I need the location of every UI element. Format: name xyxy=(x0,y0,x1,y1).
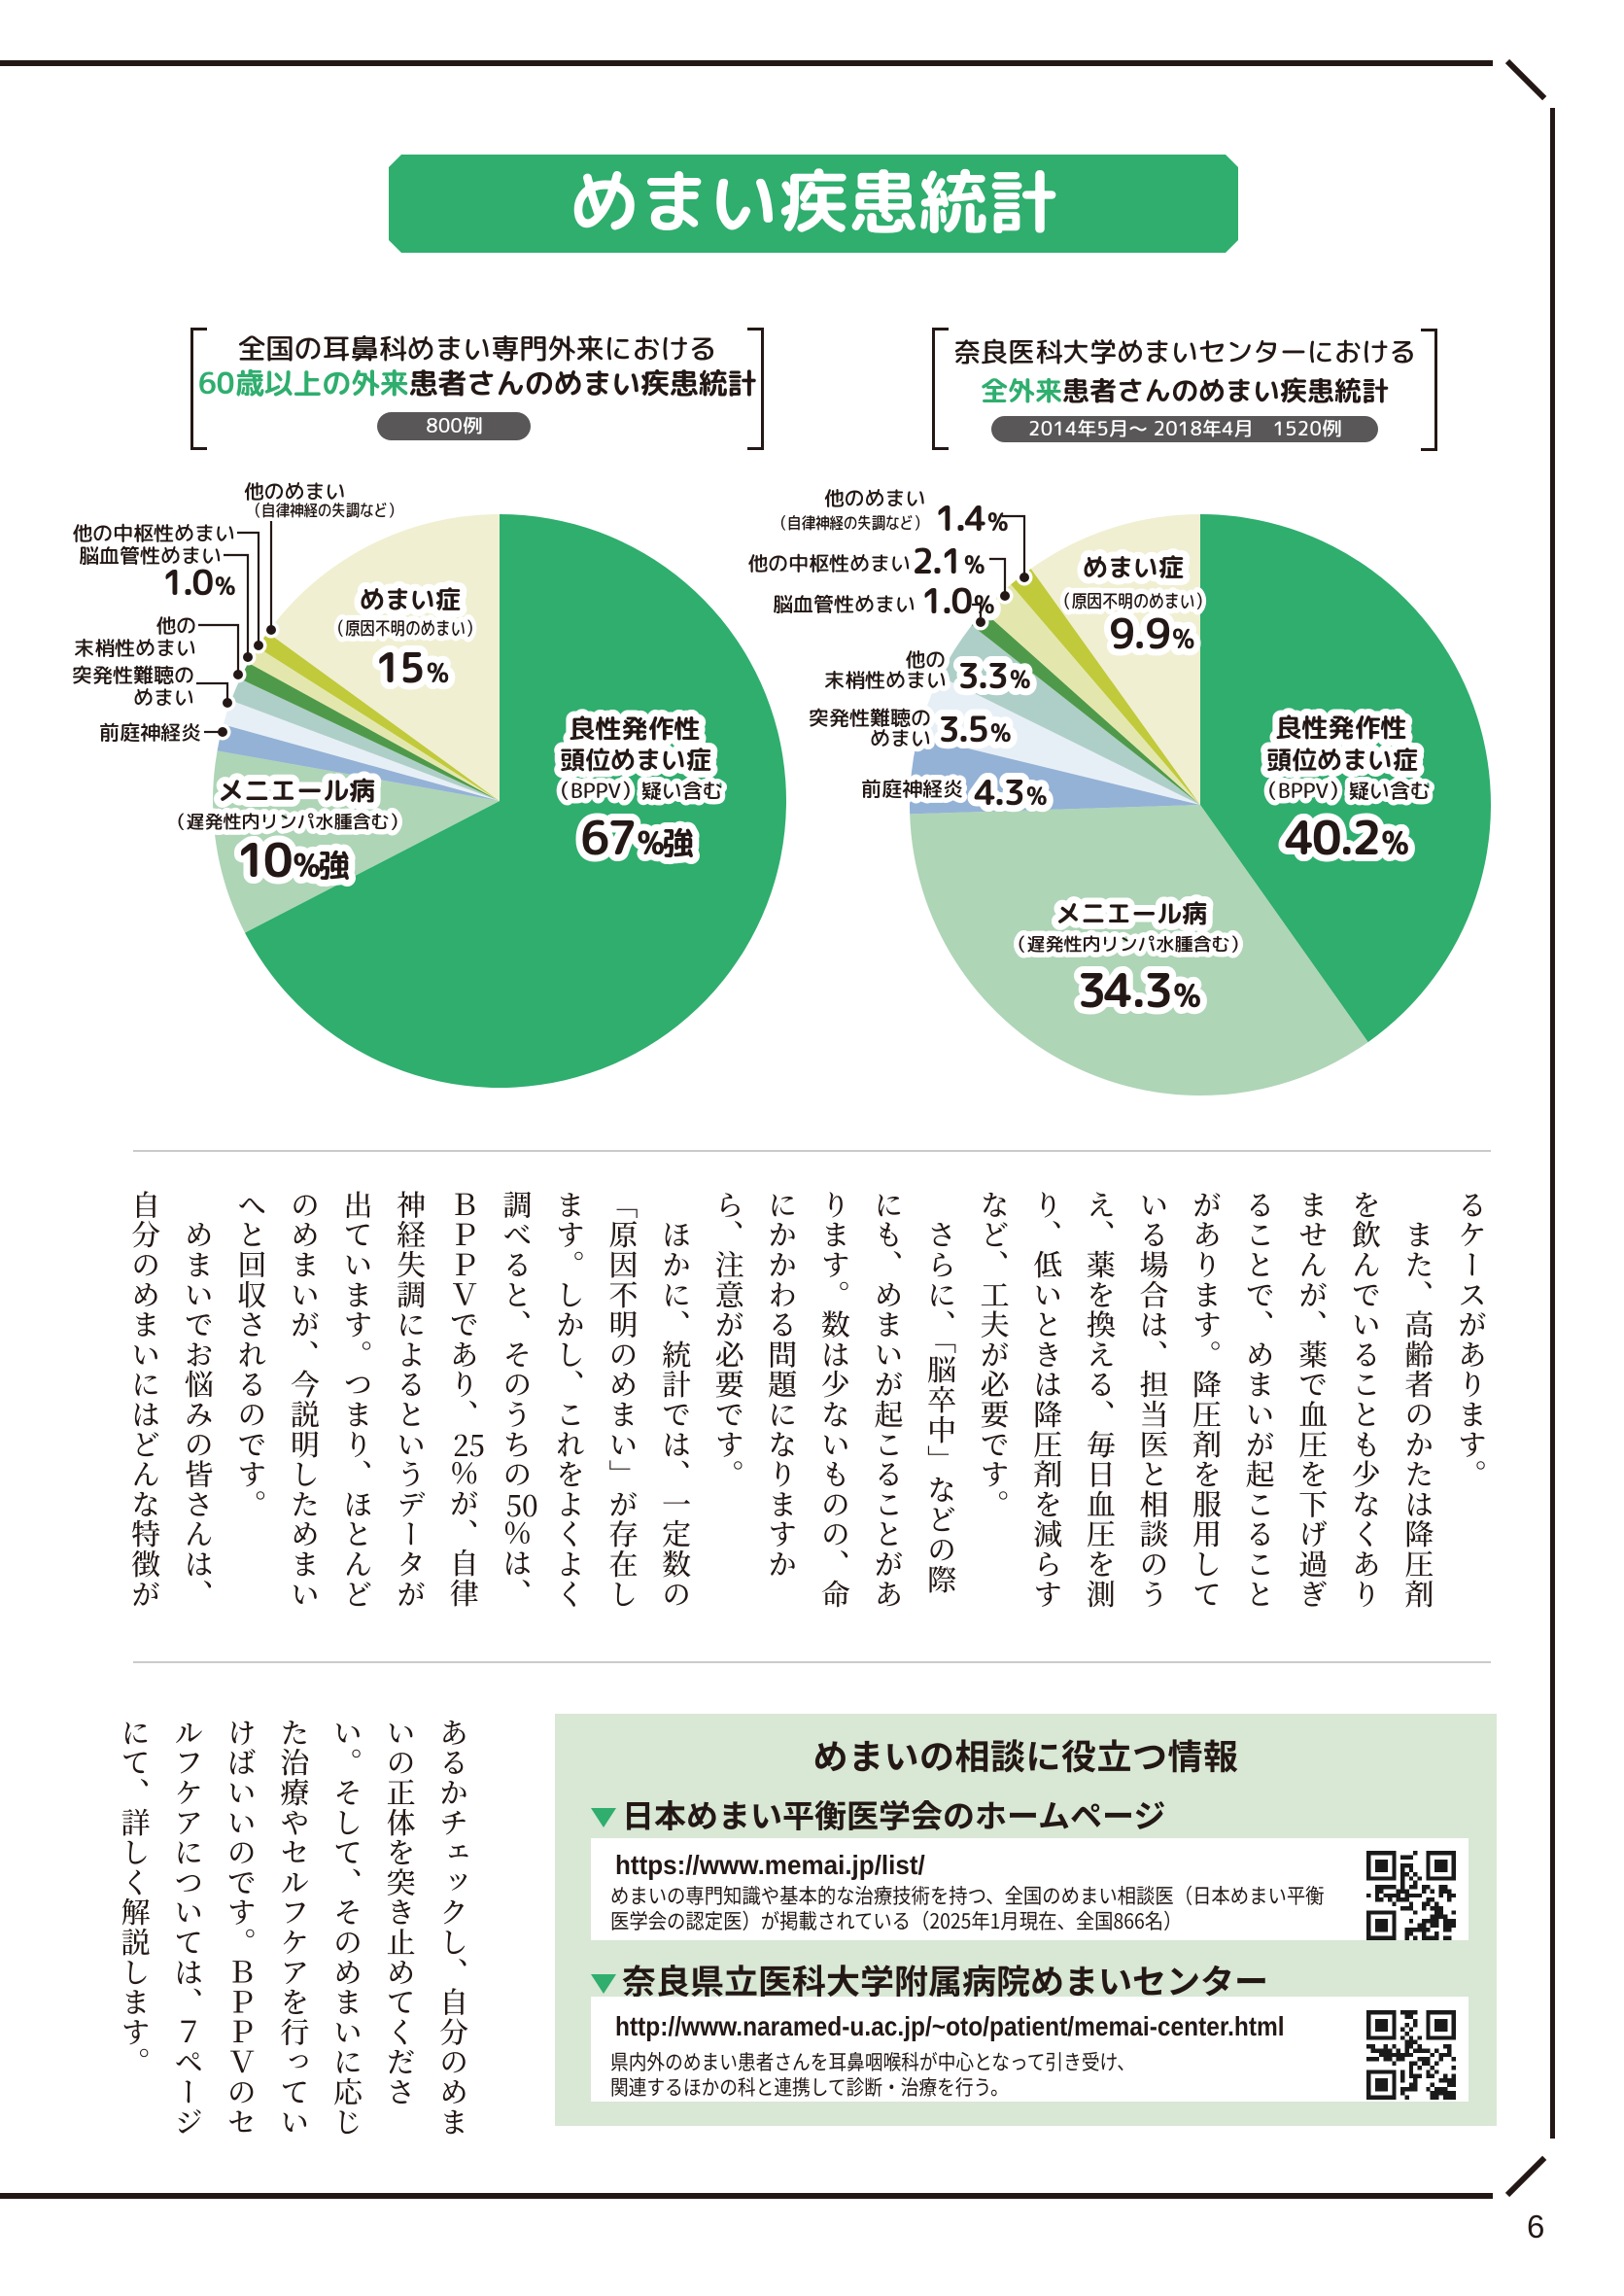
svg-text:（遅発性内リンパ水腫含む）: （遅発性内リンパ水腫含む） xyxy=(167,810,407,835)
svg-text:（遅発性内リンパ水腫含む）: （遅発性内リンパ水腫含む） xyxy=(1008,932,1248,957)
svg-text:メニエール病: メニエール病 xyxy=(218,772,375,809)
svg-text:前庭神経炎: 前庭神経炎 xyxy=(99,717,201,747)
svg-text:メニエール病: メニエール病 xyxy=(1055,896,1207,931)
svg-text:めまい: めまい xyxy=(133,682,194,712)
svg-text:めまい症: めまい症 xyxy=(360,582,461,617)
svg-text:前庭神経炎: 前庭神経炎 xyxy=(861,774,963,803)
svg-text:頭位めまい症: 頭位めまい症 xyxy=(560,743,711,778)
svg-text:他の中枢性めまい: 他の中枢性めまい xyxy=(72,518,235,547)
svg-text:（自律神経の失調など）: （自律神経の失調など） xyxy=(248,500,402,523)
svg-text:頭位めまい症: 頭位めまい症 xyxy=(560,743,711,778)
svg-text:他の中枢性めまい: 他の中枢性めまい xyxy=(747,548,911,577)
svg-text:1.0%: 1.0% xyxy=(921,575,995,625)
svg-text:脳血管性めまい: 脳血管性めまい xyxy=(773,589,916,618)
svg-text:脳血管性めまい: 脳血管性めまい xyxy=(79,540,222,570)
svg-text:他の: 他の xyxy=(155,610,196,640)
svg-text:脳血管性めまい: 脳血管性めまい xyxy=(773,589,916,618)
svg-text:突発性難聴の: 突発性難聴の xyxy=(72,660,194,689)
svg-text:脳血管性めまい: 脳血管性めまい xyxy=(79,540,222,570)
svg-text:良性発作性: 良性発作性 xyxy=(1276,709,1407,746)
svg-text:他のめまい: 他のめまい xyxy=(244,476,346,505)
svg-text:前庭神経炎: 前庭神経炎 xyxy=(861,774,963,803)
svg-text:他の: 他の xyxy=(905,644,946,674)
svg-text:突発性難聴の: 突発性難聴の xyxy=(809,703,931,732)
svg-text:（BPPV）疑い含む: （BPPV）疑い含む xyxy=(550,776,723,805)
svg-text:（自律神経の失調など）: （自律神経の失調など） xyxy=(248,500,402,523)
svg-text:（BPPV）疑い含む: （BPPV）疑い含む xyxy=(1258,776,1431,805)
svg-text:（遅発性内リンパ水腫含む）: （遅発性内リンパ水腫含む） xyxy=(167,810,407,835)
svg-text:めまい症: めまい症 xyxy=(360,582,461,617)
svg-text:めまい症: めまい症 xyxy=(1083,550,1184,585)
svg-text:突発性難聴の: 突発性難聴の xyxy=(809,703,931,732)
svg-text:末梢性めまい: 末梢性めまい xyxy=(74,633,196,662)
svg-text:頭位めまい症: 頭位めまい症 xyxy=(1266,743,1418,778)
svg-text:良性発作性: 良性発作性 xyxy=(570,710,701,747)
svg-text:（原因不明のめまい）: （原因不明のめまい） xyxy=(329,614,481,641)
svg-text:末梢性めまい: 末梢性めまい xyxy=(74,633,196,662)
svg-text:9.9%: 9.9% xyxy=(1109,606,1194,662)
svg-text:突発性難聴の: 突発性難聴の xyxy=(72,660,194,689)
svg-text:他のめまい: 他のめまい xyxy=(824,483,926,512)
svg-text:40.2%: 40.2% xyxy=(1285,805,1408,870)
svg-text:（原因不明のめまい）: （原因不明のめまい） xyxy=(1055,587,1210,613)
svg-text:頭位めまい症: 頭位めまい症 xyxy=(1266,743,1418,778)
svg-text:（遅発性内リンパ水腫含む）: （遅発性内リンパ水腫含む） xyxy=(1008,932,1248,957)
svg-text:めまい: めまい xyxy=(870,723,931,752)
svg-text:良性発作性: 良性発作性 xyxy=(1276,709,1407,746)
svg-text:めまい: めまい xyxy=(870,723,931,752)
svg-text:他の中枢性めまい: 他の中枢性めまい xyxy=(747,548,911,577)
svg-text:（原因不明のめまい）: （原因不明のめまい） xyxy=(329,614,481,641)
svg-text:（BPPV）疑い含む: （BPPV）疑い含む xyxy=(1258,776,1431,805)
svg-text:（自律神経の失調など）: （自律神経の失調など） xyxy=(774,512,928,536)
svg-text:他の: 他の xyxy=(155,610,196,640)
svg-text:末梢性めまい: 末梢性めまい xyxy=(824,665,947,694)
svg-text:（BPPV）疑い含む: （BPPV）疑い含む xyxy=(550,776,723,805)
svg-text:他のめまい: 他のめまい xyxy=(824,483,926,512)
svg-text:（自律神経の失調など）: （自律神経の失調など） xyxy=(774,512,928,536)
svg-text:メニエール病: メニエール病 xyxy=(218,772,375,809)
svg-text:他の: 他の xyxy=(905,644,946,674)
svg-text:末梢性めまい: 末梢性めまい xyxy=(824,665,947,694)
svg-text:めまい症: めまい症 xyxy=(1083,550,1184,585)
svg-text:1.0%: 1.0% xyxy=(162,557,236,607)
svg-text:めまい: めまい xyxy=(133,682,194,712)
svg-text:他のめまい: 他のめまい xyxy=(244,476,346,505)
svg-text:前庭神経炎: 前庭神経炎 xyxy=(99,717,201,747)
svg-text:メニエール病: メニエール病 xyxy=(1055,896,1207,931)
svg-text:他の中枢性めまい: 他の中枢性めまい xyxy=(72,518,235,547)
svg-text:良性発作性: 良性発作性 xyxy=(570,710,701,747)
svg-text:（原因不明のめまい）: （原因不明のめまい） xyxy=(1055,587,1210,613)
